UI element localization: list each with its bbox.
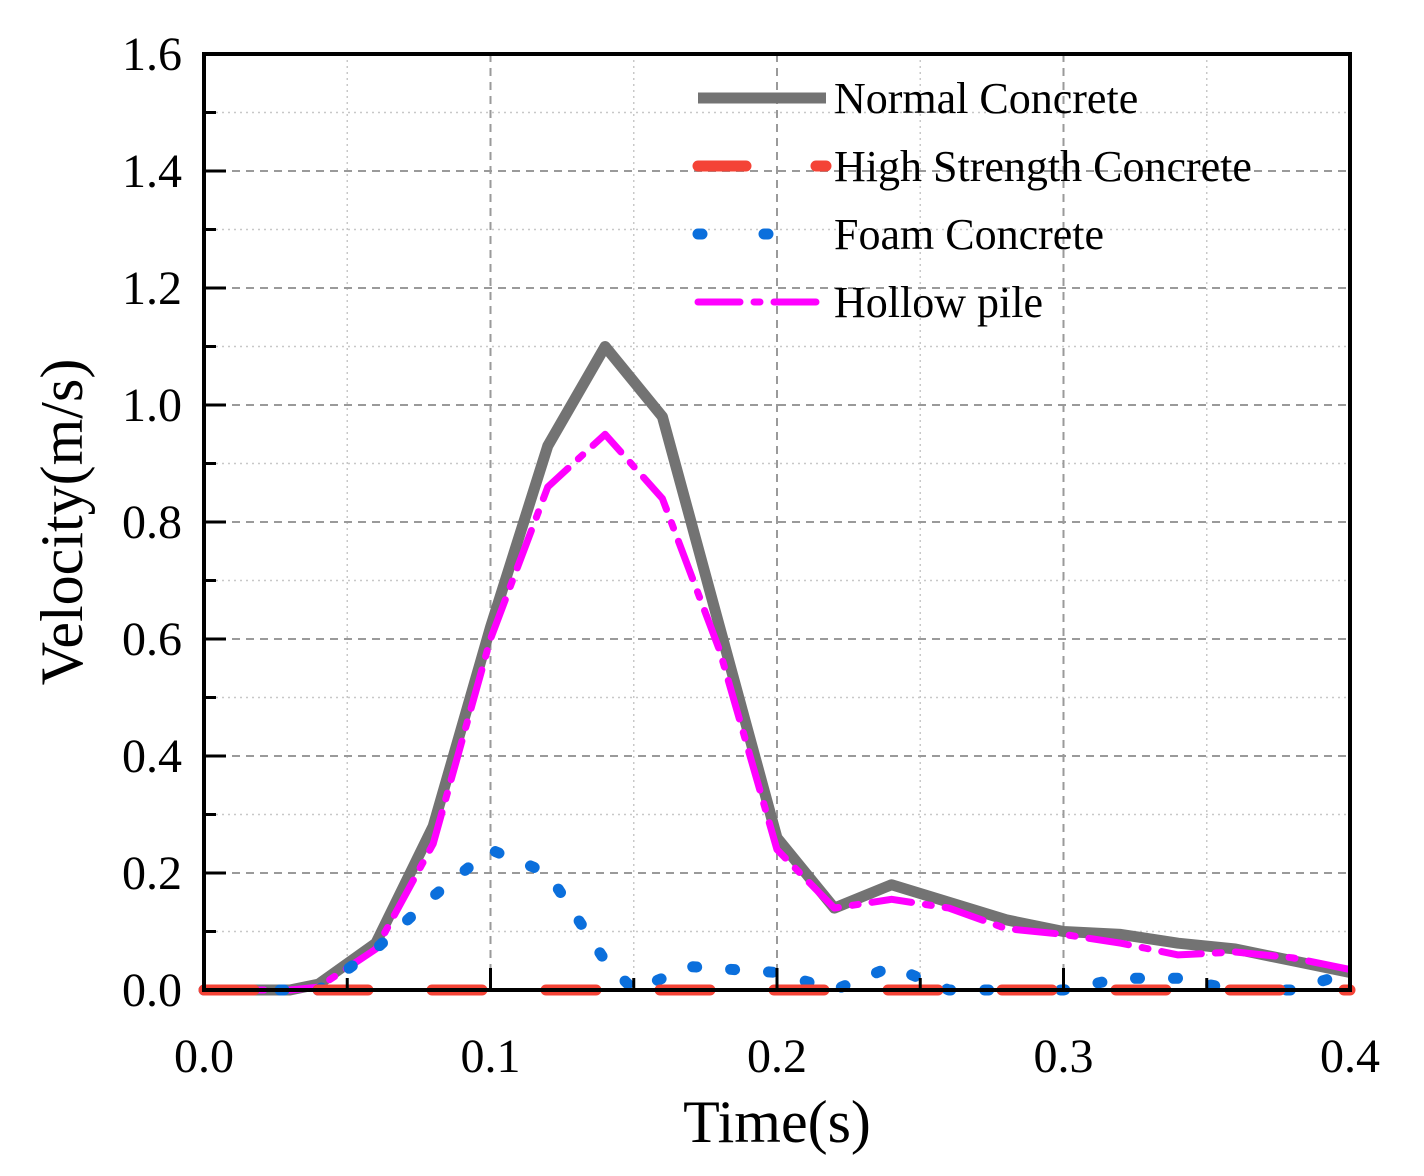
x-tick-label: 0.1 xyxy=(461,1030,521,1083)
tick-labels: 0.0 0.1 0.2 0.3 0.4 0.0 0.2 0.4 0.6 0.8 1.0 1.2 1.4 1… xyxy=(122,28,1380,1083)
y-tick-label: 0.0 xyxy=(122,964,182,1017)
legend-label-high-strength-concrete: High Strength Concrete xyxy=(834,142,1252,191)
grid-lines xyxy=(204,54,1350,990)
legend: Normal Concrete High Strength Concrete Foa… xyxy=(692,74,1252,327)
legend-label-hollow-pile: Hollow pile xyxy=(834,278,1043,327)
y-axis-title: Velocity(m/s) xyxy=(29,359,95,686)
y-tick-label: 1.6 xyxy=(122,28,182,81)
legend-label-normal-concrete: Normal Concrete xyxy=(834,74,1138,123)
y-tick-label: 0.2 xyxy=(122,847,182,900)
x-axis-title: Time(s) xyxy=(683,1089,871,1155)
y-tick-label: 1.0 xyxy=(122,379,182,432)
y-tick-label: 0.8 xyxy=(122,496,182,549)
x-tick-label: 0.3 xyxy=(1034,1030,1094,1083)
y-tick-label: 0.4 xyxy=(122,730,182,783)
x-tick-label: 0.0 xyxy=(174,1030,234,1083)
y-tick-label: 1.2 xyxy=(122,262,182,315)
y-tick-label: 0.6 xyxy=(122,613,182,666)
y-tick-label: 1.4 xyxy=(122,145,182,198)
legend-label-foam-concrete: Foam Concrete xyxy=(834,210,1104,259)
x-tick-label: 0.2 xyxy=(747,1030,807,1083)
axis-ticks xyxy=(202,52,1352,992)
x-tick-label: 0.4 xyxy=(1320,1030,1380,1083)
series-line-hollow-pile xyxy=(200,430,1354,994)
